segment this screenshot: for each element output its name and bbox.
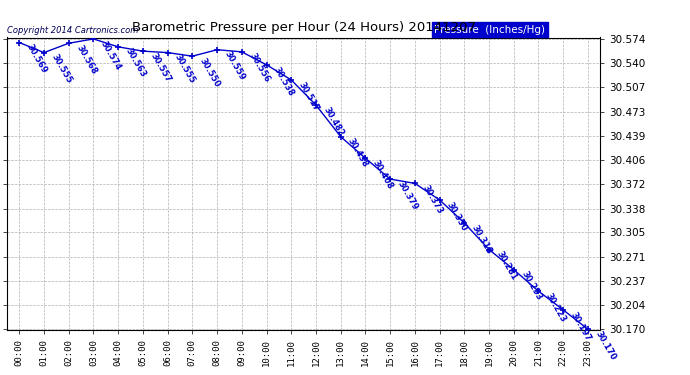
Text: 30.555: 30.555 [50,53,74,85]
Text: 30.574: 30.574 [99,39,123,72]
Text: 30.318: 30.318 [470,223,494,255]
Text: 30.517: 30.517 [297,80,321,112]
Text: 30.197: 30.197 [569,310,593,342]
Text: 30.569: 30.569 [25,43,49,75]
Text: 30.559: 30.559 [223,50,246,82]
Text: 30.538: 30.538 [272,65,296,98]
Text: 30.563: 30.563 [124,47,148,80]
Text: 30.550: 30.550 [198,56,221,89]
Text: 30.373: 30.373 [420,184,444,216]
Text: 30.379: 30.379 [395,179,420,212]
Text: 30.223: 30.223 [544,291,568,324]
Text: 30.555: 30.555 [173,53,197,85]
Text: Copyright 2014 Cartronics.com: Copyright 2014 Cartronics.com [7,26,138,34]
Text: 30.568: 30.568 [75,44,98,76]
Text: 30.350: 30.350 [445,200,469,232]
Text: 30.482: 30.482 [322,105,346,138]
Text: 30.408: 30.408 [371,159,395,191]
Text: 30.281: 30.281 [495,250,518,282]
Text: Pressure  (Inches/Hg): Pressure (Inches/Hg) [434,25,545,34]
Title: Barometric Pressure per Hour (24 Hours) 20141207: Barometric Pressure per Hour (24 Hours) … [132,21,475,33]
Text: 30.170: 30.170 [593,330,618,362]
Text: 30.438: 30.438 [346,137,370,169]
Text: 30.557: 30.557 [148,51,172,84]
Text: 30.253: 30.253 [520,270,543,302]
Text: 30.556: 30.556 [247,52,271,84]
